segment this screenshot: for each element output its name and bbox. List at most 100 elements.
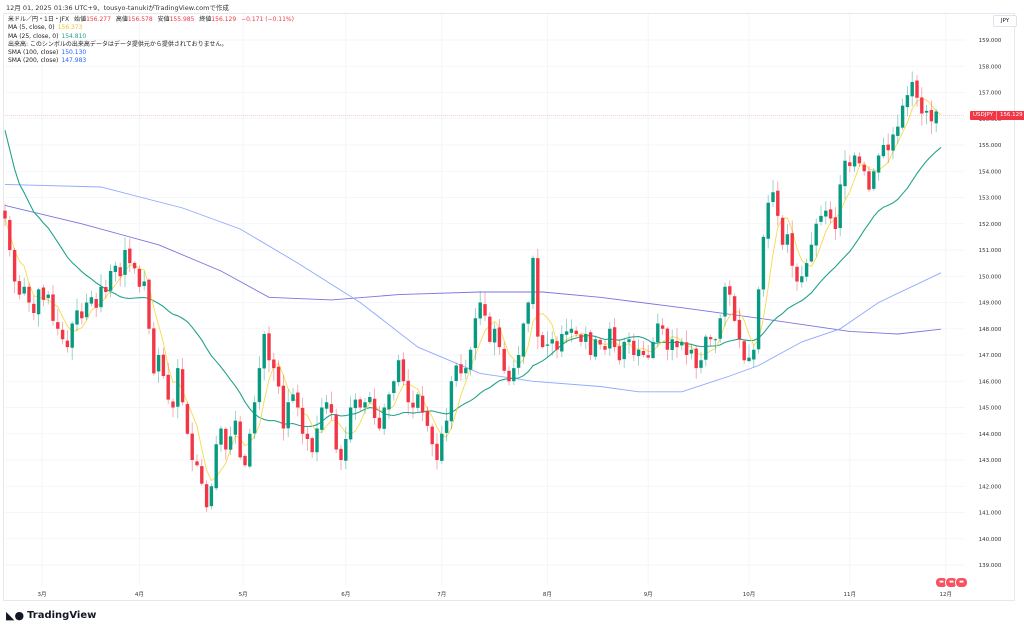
- candle: [60, 322, 65, 345]
- legend-sma200[interactable]: SMA (200, close) 147.983: [8, 57, 294, 65]
- candle-body: [334, 414, 338, 450]
- candle: [713, 337, 718, 354]
- candle: [128, 238, 132, 273]
- candle-body: [872, 171, 876, 189]
- candle-body: [137, 268, 142, 287]
- candle-body: [848, 162, 852, 166]
- candle-body: [12, 249, 17, 282]
- candle: [368, 391, 372, 404]
- candle-body: [684, 342, 689, 355]
- price-tick-label: 159.000: [979, 38, 1002, 44]
- candle-body: [804, 263, 809, 277]
- candle-body: [406, 380, 410, 403]
- candle: [732, 293, 737, 323]
- candle: [536, 248, 540, 350]
- candle-body: [305, 433, 310, 439]
- candle-body: [320, 407, 324, 430]
- candle-body: [440, 433, 444, 461]
- legend-ma25[interactable]: MA (25, close, 0) 154.810: [8, 33, 294, 41]
- candle-body: [603, 346, 607, 350]
- candle: [747, 344, 751, 363]
- candle-body: [329, 404, 334, 413]
- candle: [166, 362, 170, 405]
- change-value: −0.171 (−0.11%): [241, 16, 294, 23]
- candle: [838, 174, 842, 237]
- candle: [886, 133, 890, 163]
- candle-body: [276, 366, 281, 387]
- price-axis: 139.000 140.000 141.000 142.000 143.000 144.0…: [979, 38, 1002, 569]
- ma5-line: [4, 98, 942, 482]
- candle: [56, 309, 60, 336]
- candle-body: [502, 348, 506, 371]
- candle-body: [353, 399, 358, 409]
- candle-body: [780, 217, 785, 245]
- candle: [819, 205, 823, 226]
- candle-body: [123, 250, 127, 275]
- candle-body: [579, 334, 583, 342]
- currency-button[interactable]: JPY: [993, 15, 1017, 27]
- candle-body: [473, 318, 478, 349]
- candle-body: [454, 365, 458, 381]
- candle: [435, 433, 439, 470]
- candle-body: [708, 337, 713, 340]
- candle-body: [238, 421, 242, 458]
- candle-body: [219, 428, 223, 445]
- candle-body: [401, 359, 406, 382]
- candle-body: [348, 407, 353, 440]
- candle: [612, 317, 617, 353]
- legend-ma5[interactable]: MA (5, close, 0) 156.373: [8, 24, 294, 32]
- candle-body: [118, 267, 122, 277]
- price-tick-label: 145.000: [979, 406, 1002, 412]
- sma100-line: [4, 183, 942, 393]
- candle-body: [416, 394, 420, 408]
- candle-body: [651, 341, 655, 359]
- legend-symbol[interactable]: 米ドル／円・1日・JFX: [8, 16, 70, 23]
- candle: [756, 286, 761, 354]
- candle: [704, 334, 708, 367]
- candle-body: [65, 340, 70, 348]
- logo-text: TradingView: [27, 610, 97, 621]
- candle-body: [632, 340, 636, 355]
- candle: [891, 127, 895, 160]
- candle: [800, 265, 804, 288]
- candle: [497, 318, 502, 355]
- candle: [176, 359, 180, 419]
- candle: [483, 292, 487, 322]
- candle: [540, 331, 545, 349]
- candle: [843, 150, 847, 200]
- candle: [382, 403, 386, 435]
- candle: [608, 322, 612, 356]
- us-flag-icon[interactable]: ▬: [955, 577, 968, 588]
- candle: [454, 362, 458, 387]
- candle: [579, 332, 583, 347]
- candle: [204, 480, 209, 513]
- candle-body: [113, 265, 118, 272]
- candle: [248, 428, 252, 469]
- candle-body: [310, 438, 314, 453]
- candle-body: [488, 316, 492, 342]
- candle-body: [891, 134, 895, 151]
- candle-body: [248, 433, 252, 467]
- candle-body: [790, 233, 794, 266]
- candle-body: [756, 289, 761, 350]
- candle: [555, 336, 559, 359]
- candle: [358, 397, 362, 411]
- candle-body: [737, 319, 742, 340]
- candle-body: [464, 368, 468, 374]
- candle-body: [675, 340, 679, 348]
- candle-body: [747, 357, 751, 362]
- legend-sma100[interactable]: SMA (100, close) 150.130: [8, 49, 294, 57]
- price-tick-label: 144.000: [979, 432, 1002, 438]
- candle: [348, 396, 353, 443]
- economic-events[interactable]: ▬ ▬ ▬: [935, 577, 968, 588]
- tradingview-logo[interactable]: ◣● TradingView: [6, 609, 96, 622]
- candle: [276, 360, 281, 394]
- price-tick-label: 141.000: [979, 511, 1002, 517]
- candle-body: [824, 210, 828, 217]
- candle: [468, 346, 473, 376]
- candle: [425, 406, 430, 432]
- candle: [708, 334, 713, 347]
- candle-body: [22, 286, 26, 294]
- sma200-value: 147.983: [61, 57, 87, 65]
